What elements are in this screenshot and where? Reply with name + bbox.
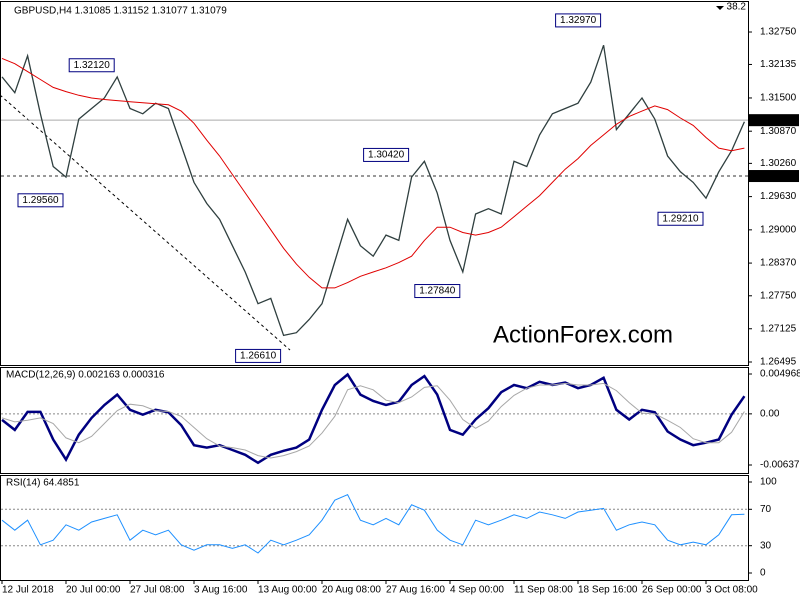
x-tick-label: 3 Aug 16:00 bbox=[194, 585, 248, 596]
annotation-label: 1.32120 bbox=[74, 60, 111, 71]
series-line bbox=[1, 494, 745, 554]
y-tick-label: 1.26495 bbox=[760, 357, 797, 368]
trend-line bbox=[0, 94, 291, 351]
x-tick-label: 20 Aug 08:00 bbox=[322, 585, 381, 596]
annotation-label: 1.29210 bbox=[662, 213, 699, 224]
panel-frame bbox=[0, 1, 749, 366]
panel-frame bbox=[0, 475, 749, 581]
annotation-label: 1.30420 bbox=[368, 150, 405, 161]
annotation-label: 1.29560 bbox=[22, 195, 59, 206]
x-tick-label: 13 Aug 00:00 bbox=[258, 585, 317, 596]
y-tick-label: 1.29630 bbox=[760, 191, 797, 202]
x-tick-label: 26 Sep 00:00 bbox=[642, 585, 702, 596]
annotation-label: 1.26610 bbox=[240, 351, 277, 362]
series-line bbox=[1, 382, 745, 459]
y-tick-label: 0.00 bbox=[760, 409, 780, 420]
x-tick-label: 11 Sep 08:00 bbox=[514, 585, 573, 596]
price-box bbox=[749, 170, 799, 183]
annotation-label: 1.27840 bbox=[419, 286, 456, 297]
y-tick-label: 1.30870 bbox=[760, 126, 797, 137]
series-line bbox=[1, 57, 745, 289]
watermark: ActionForex.com bbox=[493, 321, 673, 348]
price-label: 1.30020 bbox=[760, 171, 797, 182]
series-line bbox=[1, 44, 745, 337]
x-tick-label: 20 Jul 00:00 bbox=[66, 585, 121, 596]
x-tick-label: 27 Jul 08:00 bbox=[130, 585, 185, 596]
y-tick-label: 1.27125 bbox=[760, 323, 797, 334]
annotation-box bbox=[68, 58, 115, 73]
x-tick-label: 4 Sep 00:00 bbox=[450, 585, 504, 596]
fib-label: 38.2 bbox=[727, 2, 747, 13]
y-tick-label: 0.004968 bbox=[760, 369, 800, 380]
x-tick-label: 27 Aug 16:00 bbox=[386, 585, 445, 596]
x-tick-label: 3 Oct 08:00 bbox=[706, 585, 758, 596]
annotation-box bbox=[235, 348, 282, 363]
y-tick-label: 70 bbox=[760, 504, 772, 515]
y-tick-label: 1.29000 bbox=[760, 224, 797, 235]
price-label: 1.31079 bbox=[760, 115, 797, 126]
annotation-box bbox=[657, 211, 704, 226]
x-tick-label: 12 Jul 2018 bbox=[2, 585, 54, 596]
y-tick-label: 1.32750 bbox=[760, 27, 797, 38]
annotation-label: 1.32970 bbox=[560, 15, 597, 26]
x-tick-label: 18 Sep 16:00 bbox=[578, 585, 638, 596]
annotation-box bbox=[414, 284, 461, 299]
y-tick-label: 30 bbox=[760, 540, 772, 551]
annotation-box bbox=[363, 147, 410, 162]
y-tick-label: 1.30260 bbox=[760, 158, 797, 169]
y-tick-label: 1.27750 bbox=[760, 290, 797, 301]
panel-title: RSI(14) 64.4851 bbox=[6, 478, 80, 489]
y-tick-label: -0.006372 bbox=[760, 460, 800, 471]
y-tick-label: 1.32135 bbox=[760, 59, 797, 70]
panel-frame bbox=[0, 367, 749, 474]
y-tick-label: 1.28370 bbox=[760, 258, 797, 269]
y-tick-label: 1.31500 bbox=[760, 93, 797, 104]
menu-triangle bbox=[716, 6, 724, 10]
annotation-box bbox=[17, 193, 64, 208]
series-line bbox=[1, 372, 746, 465]
y-tick-label: 100 bbox=[760, 477, 777, 488]
y-tick-label: 0 bbox=[760, 568, 766, 579]
price-box bbox=[749, 114, 799, 127]
panel-title: MACD(12,26,9) 0.002163 0.000316 bbox=[6, 370, 165, 381]
annotation-box bbox=[555, 13, 602, 28]
panel-title: GBPUSD,H4 1.31085 1.31152 1.31077 1.3107… bbox=[14, 6, 227, 17]
